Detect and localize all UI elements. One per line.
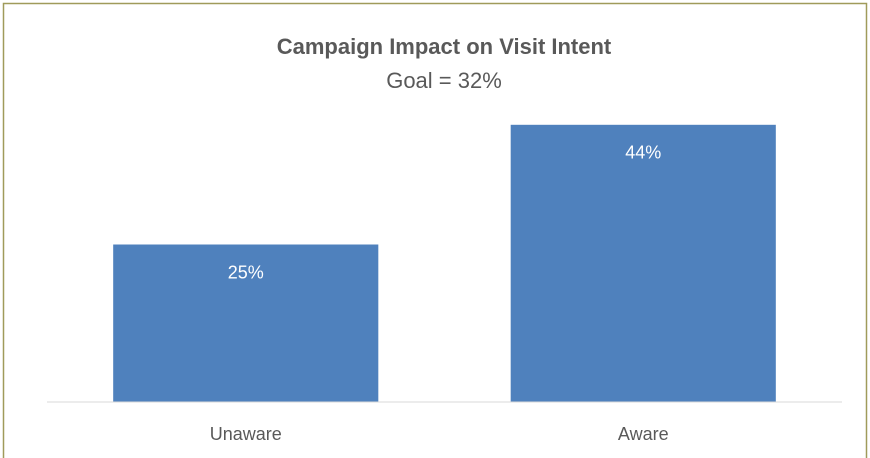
bar — [113, 244, 379, 402]
value-label: 44% — [625, 143, 661, 163]
chart-title: Campaign Impact on Visit Intent — [277, 34, 612, 59]
bar — [510, 124, 776, 403]
x-tick-label: Aware — [618, 424, 669, 444]
chart-subtitle: Goal = 32% — [386, 68, 502, 93]
value-label: 25% — [228, 262, 264, 282]
x-tick-label: Unaware — [210, 424, 282, 444]
